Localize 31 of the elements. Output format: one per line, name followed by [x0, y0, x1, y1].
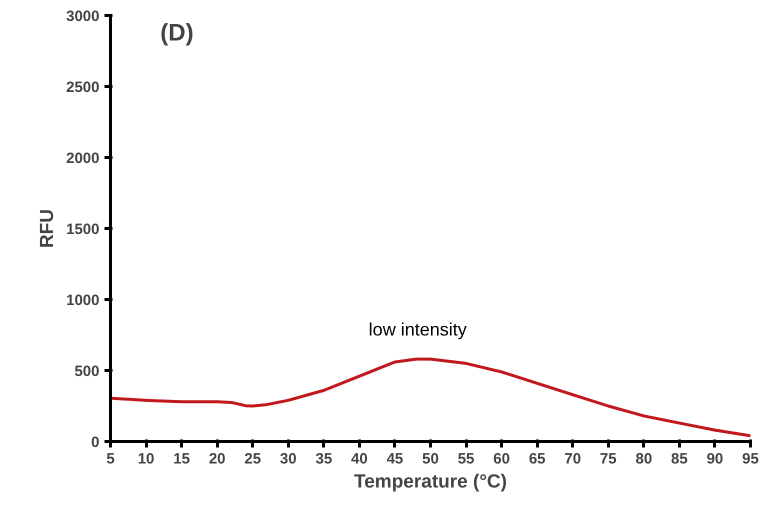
y-tick-label: 500	[74, 363, 100, 380]
y-tick-label: 0	[91, 434, 100, 451]
x-tick-label: 65	[528, 450, 546, 468]
x-tick-label: 25	[244, 450, 262, 468]
x-tick-label: 90	[706, 450, 724, 468]
y-tick-label: 2000	[66, 150, 100, 167]
x-tick-label: 40	[351, 450, 368, 468]
y-tick-label: 1000	[66, 292, 100, 309]
x-tick-label: 35	[315, 450, 332, 468]
x-tick-label: 60	[493, 450, 510, 468]
x-tick-label: 20	[208, 450, 226, 468]
x-tick-label: 5	[106, 450, 115, 468]
x-tick-label: 95	[742, 450, 759, 468]
x-tick-label: 30	[280, 450, 297, 468]
y-tick-label: 3000	[66, 8, 100, 25]
y-tick-label: 2500	[66, 79, 100, 96]
x-axis-title: Temperature (°C)	[354, 472, 507, 492]
line-series	[110, 358, 750, 438]
annotation: low intensity	[368, 319, 467, 340]
x-tick-label: 10	[138, 450, 154, 468]
y-axis-title: RFU	[37, 208, 58, 248]
x-tick-label: 55	[458, 450, 474, 468]
y-tick-label: 1500	[66, 221, 100, 238]
x-tick-label: 50	[422, 450, 439, 468]
x-tick-label: 45	[386, 450, 404, 468]
x-tick-label: 80	[635, 450, 652, 468]
x-tick-label: 75	[600, 450, 617, 468]
x-tick-label: 15	[173, 450, 190, 468]
x-tick-label: 70	[564, 450, 582, 468]
chart-title: (D)	[160, 20, 194, 46]
x-tick-label: 85	[671, 450, 688, 468]
